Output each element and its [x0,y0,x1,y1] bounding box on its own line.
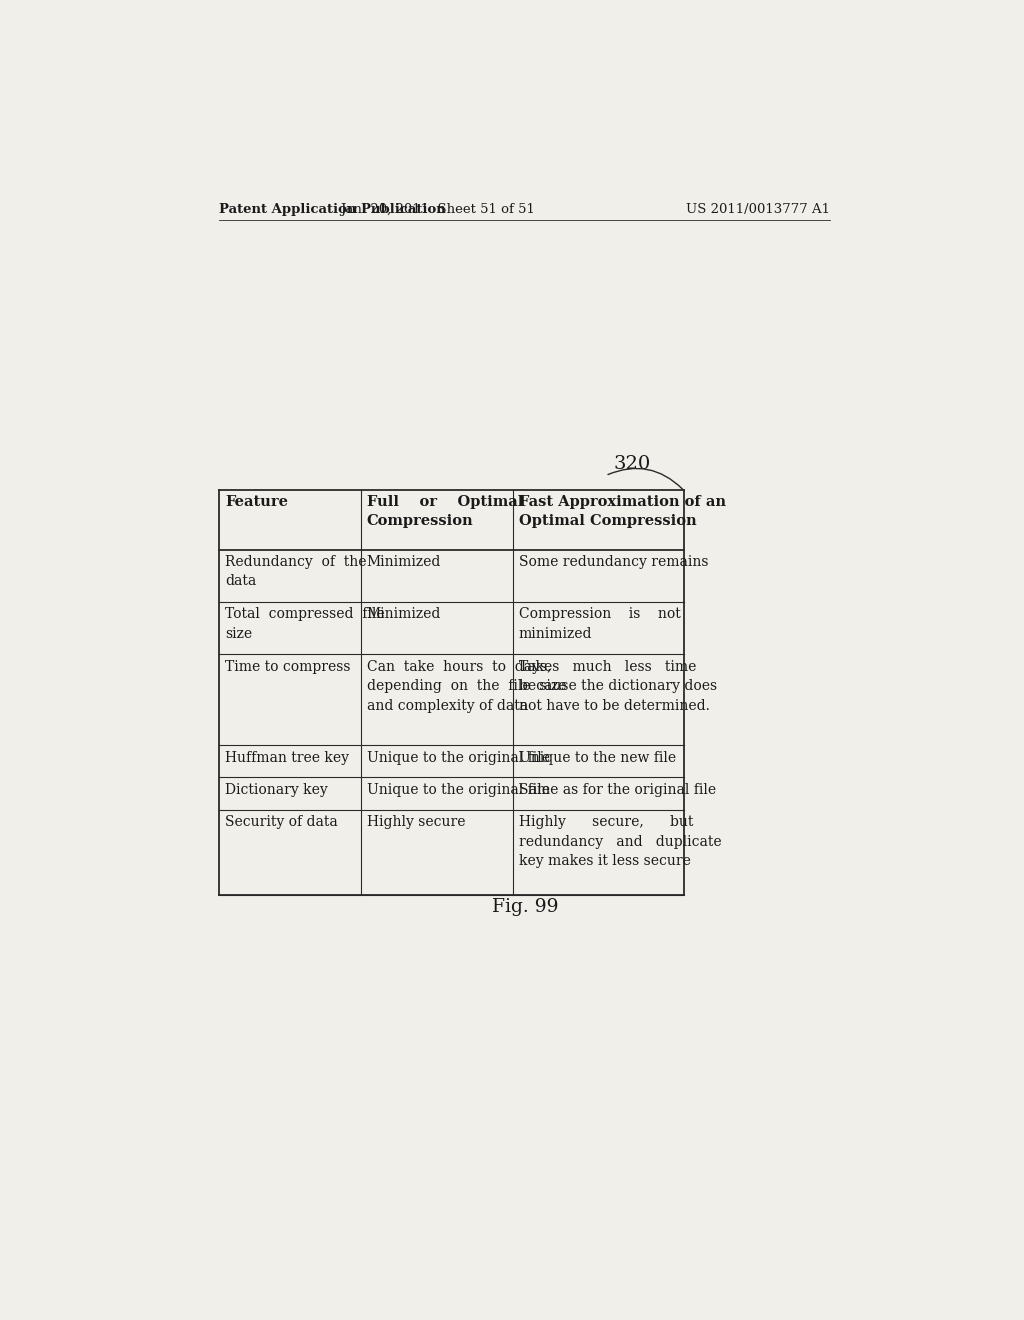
Text: Unique to the original file: Unique to the original file [367,751,550,764]
Text: Same as for the original file: Same as for the original file [518,783,716,797]
Text: Patent Application Publication: Patent Application Publication [219,203,446,216]
Text: Minimized: Minimized [367,607,441,622]
Text: Fast Approximation of an
Optimal Compression: Fast Approximation of an Optimal Compres… [518,495,726,528]
Text: Huffman tree key: Huffman tree key [225,751,349,764]
Text: Redundancy  of  the
data: Redundancy of the data [225,554,367,589]
Text: Jan. 20, 2011  Sheet 51 of 51: Jan. 20, 2011 Sheet 51 of 51 [341,203,536,216]
Text: Total  compressed  file
size: Total compressed file size [225,607,384,640]
Text: Unique to the new file: Unique to the new file [518,751,676,764]
Text: Compression    is    not
minimized: Compression is not minimized [518,607,680,640]
Text: Highly      secure,      but
redundancy   and   duplicate
key makes it less secu: Highly secure, but redundancy and duplic… [518,816,721,869]
Text: Can  take  hours  to  days,
depending  on  the  file  size
and complexity of dat: Can take hours to days, depending on the… [367,660,566,713]
Text: Time to compress: Time to compress [225,660,350,673]
Text: Dictionary key: Dictionary key [225,783,328,797]
Text: Some redundancy remains: Some redundancy remains [518,554,709,569]
Text: Security of data: Security of data [225,816,338,829]
Text: Takes   much   less   time
because the dictionary does
not have to be determined: Takes much less time because the diction… [518,660,717,713]
Text: 320: 320 [613,454,650,473]
Text: Minimized: Minimized [367,554,441,569]
Text: Full    or    Optimal
Compression: Full or Optimal Compression [367,495,523,528]
Text: US 2011/0013777 A1: US 2011/0013777 A1 [686,203,830,216]
Text: Unique to the original file: Unique to the original file [367,783,550,797]
Text: Highly secure: Highly secure [367,816,465,829]
Text: Fig. 99: Fig. 99 [492,898,558,916]
Text: Feature: Feature [225,495,288,510]
